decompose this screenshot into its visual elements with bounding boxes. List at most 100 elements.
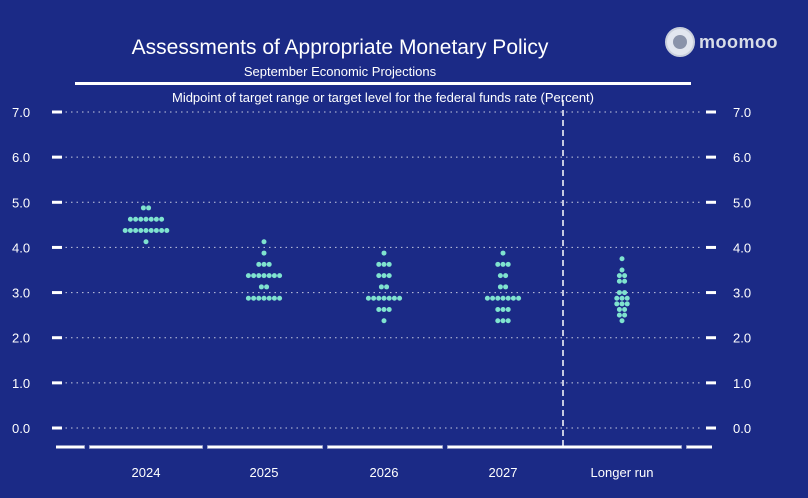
title-divider	[75, 82, 691, 85]
dot-marker	[614, 301, 620, 307]
dot-marker	[622, 273, 628, 279]
dot-marker	[622, 307, 628, 312]
dot-marker	[500, 250, 506, 256]
dot-marker	[624, 301, 630, 307]
dot-marker	[266, 261, 272, 267]
x-tick-label: Longer run	[591, 465, 654, 480]
dot-marker	[251, 295, 257, 301]
x-tick-label: 2024	[132, 465, 161, 480]
dot-marker	[503, 273, 509, 279]
x-axis-tick	[322, 444, 328, 450]
dot-marker	[490, 295, 496, 301]
dot-marker	[386, 295, 392, 301]
dot-marker	[619, 256, 625, 262]
dot-marker	[258, 284, 264, 290]
dot-marker	[133, 228, 139, 233]
dot-marker	[266, 273, 272, 279]
dot-marker	[616, 273, 622, 279]
chart-title: Assessments of Appropriate Monetary Poli…	[131, 36, 549, 59]
dot-marker	[497, 284, 503, 290]
brand-logo: moomoo	[655, 26, 805, 66]
dot-marker	[381, 261, 387, 267]
dot-marker	[251, 273, 257, 279]
dot-marker	[376, 273, 382, 279]
dot-marker	[505, 318, 511, 324]
dot-marker	[495, 295, 501, 301]
dot-marker	[622, 312, 628, 318]
dot-marker	[138, 228, 144, 233]
dot-marker	[256, 261, 262, 267]
y-tick-label-right: 4.0	[733, 240, 751, 255]
dot-marker	[497, 273, 503, 279]
dot-marker	[619, 295, 625, 301]
dot-marker	[146, 205, 152, 211]
dot-marker	[381, 295, 387, 301]
dot-marker	[266, 295, 272, 301]
dot-marker	[127, 216, 133, 222]
dot-marker	[384, 284, 390, 290]
dot-marker	[619, 301, 625, 307]
dot-marker	[271, 273, 277, 279]
x-axis-tick	[442, 444, 448, 450]
dot-marker	[381, 250, 387, 256]
dot-marker	[122, 228, 128, 233]
x-axis-tick	[202, 444, 208, 450]
dot-marker	[505, 295, 511, 301]
dot-marker	[500, 318, 506, 324]
y-tick-label-right: 6.0	[733, 150, 751, 165]
dot-marker	[376, 261, 382, 267]
dot-marker	[138, 216, 144, 222]
dot-marker	[622, 290, 628, 296]
y-tick-label-right: 7.0	[733, 105, 751, 120]
dot-marker	[164, 228, 170, 233]
dot-marker	[261, 250, 267, 256]
dot-marker	[516, 295, 522, 301]
dot-marker	[500, 307, 506, 312]
dot-marker	[143, 216, 149, 222]
dot-marker	[397, 295, 403, 301]
y-tick-label-left: 0.0	[12, 421, 30, 436]
dot-marker	[386, 307, 392, 312]
dot-marker	[505, 261, 511, 267]
dot-marker	[148, 228, 154, 233]
y-tick-label-right: 3.0	[733, 286, 751, 301]
dot-marker	[153, 228, 159, 233]
dot-marker	[264, 284, 270, 290]
dot-marker	[277, 295, 283, 301]
x-tick-label: 2025	[250, 465, 279, 480]
dot-marker	[484, 295, 490, 301]
dot-marker	[616, 307, 622, 312]
dot-marker	[495, 307, 501, 312]
x-axis-tick	[84, 444, 90, 450]
dot-marker	[381, 307, 387, 312]
dot-marker	[261, 239, 267, 245]
dot-marker	[256, 273, 262, 279]
dot-marker	[245, 295, 251, 301]
y-tick-label-left: 3.0	[12, 286, 30, 301]
dot-marker	[386, 273, 392, 279]
dot-marker	[153, 216, 159, 222]
dot-marker	[365, 295, 371, 301]
dot-marker	[503, 284, 509, 290]
y-tick-label-right: 5.0	[733, 195, 751, 210]
dot-marker	[386, 261, 392, 267]
x-tick-label: 2026	[370, 465, 399, 480]
dot-marker	[500, 295, 506, 301]
dot-marker	[271, 295, 277, 301]
dot-marker	[261, 295, 267, 301]
y-tick-label-right: 2.0	[733, 331, 751, 346]
y-tick-label-left: 7.0	[12, 105, 30, 120]
y-tick-label-right: 1.0	[733, 376, 751, 391]
dot-marker	[500, 261, 506, 267]
y-tick-label-left: 4.0	[12, 240, 30, 255]
dot-marker	[381, 273, 387, 279]
dot-marker	[624, 295, 630, 301]
dot-marker	[376, 307, 382, 312]
dot-marker	[143, 228, 149, 233]
dot-marker	[143, 239, 149, 245]
x-axis-tick	[681, 444, 687, 450]
dot-marker	[371, 295, 377, 301]
dot-marker	[495, 261, 501, 267]
chart-subtitle: September Economic Projections	[243, 64, 437, 79]
